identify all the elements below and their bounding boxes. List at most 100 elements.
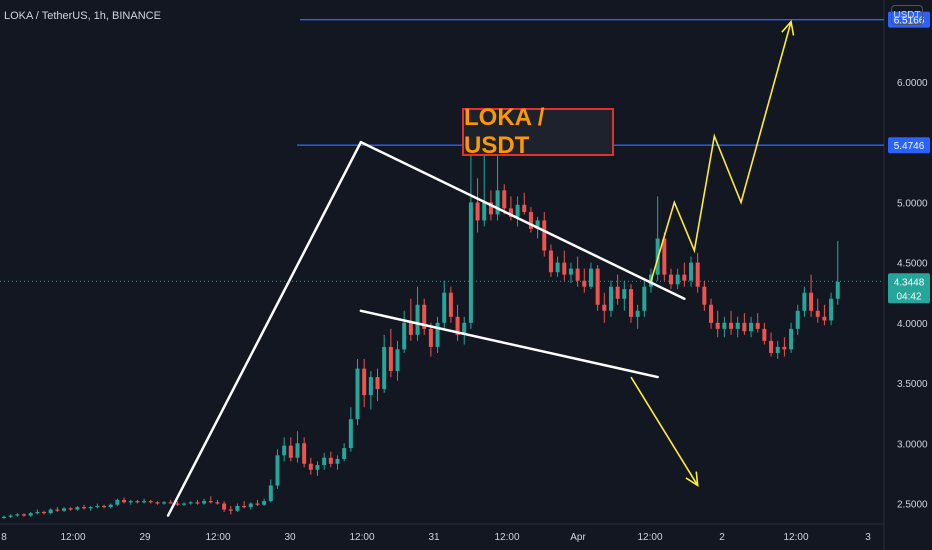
candle-body <box>468 202 473 323</box>
candle <box>462 316 467 345</box>
candle <box>388 328 393 378</box>
candle-body <box>142 501 147 503</box>
candle <box>355 358 360 426</box>
time-tick-label: 3 <box>865 532 871 543</box>
candle <box>635 304 640 329</box>
candle <box>749 316 754 338</box>
candle-body <box>568 268 573 275</box>
candle <box>102 504 107 509</box>
candle <box>795 304 800 335</box>
candle <box>48 508 53 515</box>
candle <box>128 499 133 505</box>
candle <box>188 501 193 505</box>
candle <box>628 284 633 323</box>
candle <box>42 510 47 515</box>
price-tick-label: 3.5000 <box>897 379 928 390</box>
candle-body <box>48 509 53 514</box>
candle <box>322 452 327 470</box>
candle <box>615 274 620 305</box>
candle-body <box>662 238 667 275</box>
candle-body <box>442 292 447 323</box>
candle <box>475 178 480 233</box>
price-tick-label: 6.0000 <box>897 78 928 89</box>
price-tick-label: 2.5000 <box>897 500 928 511</box>
candle-body <box>615 286 620 299</box>
candle <box>242 501 247 509</box>
candle-body <box>829 298 834 321</box>
candle <box>742 313 747 335</box>
candle-body <box>428 328 433 347</box>
candle-body <box>822 316 827 321</box>
candle-body <box>495 190 500 215</box>
candle <box>722 316 727 338</box>
candle-body <box>602 304 607 311</box>
currency-button[interactable]: USDT <box>891 5 923 25</box>
candle <box>562 250 567 281</box>
candle <box>108 503 113 509</box>
level-price-text: 6.5166 <box>894 16 925 27</box>
price-axis[interactable]: 2.5000 3.0000 3.5000 4.0000 4.5000 5.0000 6.00… <box>897 78 928 511</box>
bearish-arrow-head <box>685 471 699 488</box>
candle-body <box>2 516 6 518</box>
candle <box>582 268 587 293</box>
candle-body <box>182 503 187 505</box>
candle <box>142 498 147 504</box>
candle-body <box>242 505 247 508</box>
candle <box>809 274 814 317</box>
flagpole-line[interactable] <box>166 140 363 517</box>
candle-body <box>535 220 540 229</box>
candle <box>235 503 240 512</box>
candle <box>428 322 433 357</box>
candle <box>335 455 340 470</box>
candle <box>202 498 207 505</box>
candle-body <box>122 499 127 503</box>
candle <box>595 265 600 311</box>
time-tick-label: 2 <box>719 532 725 543</box>
candle-body <box>769 340 774 353</box>
time-tick-label: 31 <box>428 532 440 543</box>
candle-body <box>402 322 407 350</box>
candle-body <box>235 505 240 511</box>
candle <box>602 292 607 323</box>
candle-body <box>422 304 427 329</box>
candle <box>555 256 560 278</box>
candle <box>662 232 667 281</box>
candle <box>575 256 580 287</box>
candle-body <box>729 322 734 329</box>
candle <box>348 407 353 452</box>
candle-body <box>755 322 760 329</box>
candle <box>782 337 787 357</box>
candle <box>675 268 680 290</box>
symbol-title[interactable]: LOKA / TetherUS, 1h, BINANCE <box>4 10 161 22</box>
candle <box>775 340 780 359</box>
candle <box>328 451 333 468</box>
candle-body <box>702 286 707 305</box>
candle-body <box>515 204 520 217</box>
candle-body <box>715 322 720 329</box>
candle-body <box>488 202 493 215</box>
candle <box>455 304 460 341</box>
candle <box>88 505 93 511</box>
candle <box>435 316 440 353</box>
candle-body <box>588 268 593 287</box>
pattern-drawings[interactable] <box>166 19 795 517</box>
bearish-projection-path[interactable] <box>630 376 699 486</box>
candle-body <box>348 419 353 449</box>
candle <box>255 499 260 506</box>
candle-body <box>408 322 413 335</box>
lower-trendline[interactable] <box>359 309 659 379</box>
candle-body <box>95 505 100 508</box>
time-axis[interactable]: 8 12:00 29 12:00 30 12:00 31 12:00 Apr 12:00 2 12:0… <box>1 532 871 543</box>
candle <box>682 262 687 287</box>
bar-countdown-text: 04:42 <box>896 291 921 302</box>
bullish-projection-path[interactable] <box>650 21 792 282</box>
candle <box>362 358 367 408</box>
candle-body <box>108 504 113 508</box>
upper-trendline[interactable] <box>359 140 686 300</box>
candle-body <box>75 507 80 510</box>
time-tick-label: 12:00 <box>783 532 808 543</box>
candle <box>8 514 13 518</box>
candle <box>308 457 313 475</box>
